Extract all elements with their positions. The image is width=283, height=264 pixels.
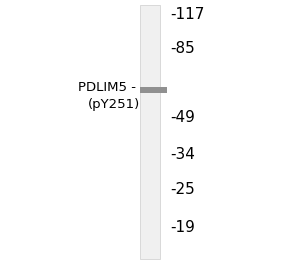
Text: -117: -117 [170,7,204,22]
Text: -25: -25 [170,182,194,197]
Text: -49: -49 [170,110,195,125]
Text: PDLIM5 -: PDLIM5 - [78,81,136,94]
Text: (pY251): (pY251) [88,98,140,111]
Bar [140,5,160,259]
Text: -34: -34 [170,147,195,162]
Bar [140,87,167,93]
Text: -19: -19 [170,220,195,235]
Text: -85: -85 [170,41,194,56]
